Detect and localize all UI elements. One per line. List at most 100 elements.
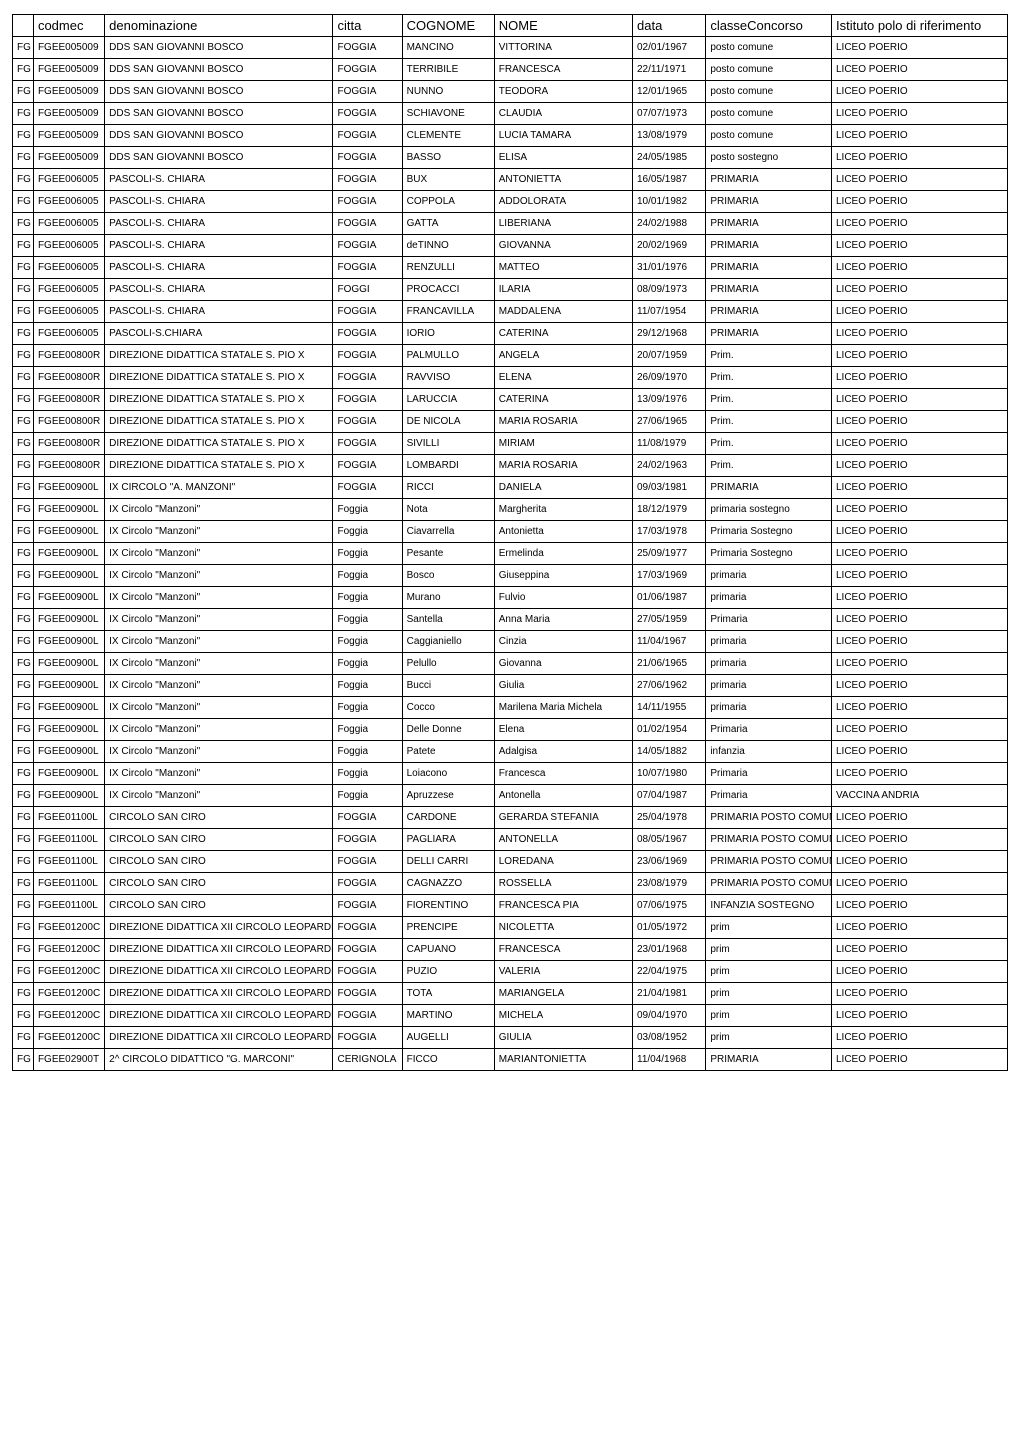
cell-data: 11/04/1968: [633, 1049, 706, 1071]
cell-citta: FOGGIA: [333, 235, 402, 257]
cell-denominazione: DDS SAN GIOVANNI BOSCO: [105, 59, 333, 81]
cell-cognome: IORIO: [402, 323, 494, 345]
cell-classeConcorso: PRIMARIA: [706, 279, 832, 301]
cell-nome: MARIANGELA: [494, 983, 632, 1005]
cell-classeConcorso: Primaria Sostegno: [706, 521, 832, 543]
cell-denominazione: DIREZIONE DIDATTICA XII CIRCOLO LEOPARDI: [105, 983, 333, 1005]
col-pv: [13, 15, 34, 37]
cell-pv: FG: [13, 521, 34, 543]
cell-classeConcorso: Prim.: [706, 389, 832, 411]
cell-pv: FG: [13, 81, 34, 103]
cell-istituto: LICEO POERIO: [831, 345, 1007, 367]
cell-classeConcorso: PRIMARIA: [706, 323, 832, 345]
cell-classeConcorso: Prim.: [706, 411, 832, 433]
cell-istituto: LICEO POERIO: [831, 1005, 1007, 1027]
cell-pv: FG: [13, 829, 34, 851]
cell-citta: FOGGIA: [333, 433, 402, 455]
cell-codmec: FGEE01200C: [33, 1027, 104, 1049]
cell-citta: Foggia: [333, 565, 402, 587]
cell-citta: FOGGIA: [333, 1005, 402, 1027]
cell-codmec: FGEE01100L: [33, 873, 104, 895]
cell-istituto: LICEO POERIO: [831, 961, 1007, 983]
cell-istituto: LICEO POERIO: [831, 367, 1007, 389]
cell-nome: Giuseppina: [494, 565, 632, 587]
cell-citta: Foggia: [333, 631, 402, 653]
table-row: FGFGEE01200CDIREZIONE DIDATTICA XII CIRC…: [13, 917, 1008, 939]
cell-denominazione: PASCOLI-S. CHIARA: [105, 301, 333, 323]
cell-classeConcorso: PRIMARIA: [706, 213, 832, 235]
cell-data: 23/08/1979: [633, 873, 706, 895]
cell-nome: ELISA: [494, 147, 632, 169]
cell-nome: ANTONELLA: [494, 829, 632, 851]
cell-denominazione: PASCOLI-S. CHIARA: [105, 213, 333, 235]
cell-nome: MARIA ROSARIA: [494, 411, 632, 433]
cell-cognome: Patete: [402, 741, 494, 763]
table-row: FGFGEE005009DDS SAN GIOVANNI BOSCOFOGGIA…: [13, 147, 1008, 169]
table-row: FGFGEE00900LIX Circolo "Manzoni"FoggiaBo…: [13, 565, 1008, 587]
cell-cognome: CAPUANO: [402, 939, 494, 961]
cell-classeConcorso: Primaria Sostegno: [706, 543, 832, 565]
cell-pv: FG: [13, 191, 34, 213]
cell-nome: FRANCESCA: [494, 59, 632, 81]
col-data: data: [633, 15, 706, 37]
table-row: FGFGEE00900LIX Circolo "Manzoni"FoggiaCo…: [13, 697, 1008, 719]
cell-denominazione: DDS SAN GIOVANNI BOSCO: [105, 37, 333, 59]
cell-citta: FOGGIA: [333, 829, 402, 851]
cell-classeConcorso: prim: [706, 961, 832, 983]
cell-denominazione: PASCOLI-S. CHIARA: [105, 279, 333, 301]
cell-nome: ADDOLORATA: [494, 191, 632, 213]
cell-data: 07/07/1973: [633, 103, 706, 125]
cell-codmec: FGEE006005: [33, 191, 104, 213]
cell-pv: FG: [13, 235, 34, 257]
cell-codmec: FGEE01200C: [33, 917, 104, 939]
cell-citta: Foggia: [333, 741, 402, 763]
cell-codmec: FGEE00900L: [33, 763, 104, 785]
cell-classeConcorso: primaria: [706, 587, 832, 609]
cell-pv: FG: [13, 873, 34, 895]
table-row: FGFGEE00900LIX Circolo "Manzoni"FoggiaPe…: [13, 543, 1008, 565]
cell-pv: FG: [13, 675, 34, 697]
cell-denominazione: CIRCOLO SAN CIRO: [105, 829, 333, 851]
cell-classeConcorso: infanzia: [706, 741, 832, 763]
cell-nome: NICOLETTA: [494, 917, 632, 939]
cell-cognome: LARUCCIA: [402, 389, 494, 411]
cell-cognome: Cocco: [402, 697, 494, 719]
cell-denominazione: PASCOLI-S.CHIARA: [105, 323, 333, 345]
cell-citta: FOGGIA: [333, 917, 402, 939]
table-row: FGFGEE01100LCIRCOLO SAN CIROFOGGIADELLI …: [13, 851, 1008, 873]
cell-cognome: COPPOLA: [402, 191, 494, 213]
cell-data: 17/03/1969: [633, 565, 706, 587]
cell-data: 27/06/1962: [633, 675, 706, 697]
table-row: FGFGEE006005PASCOLI-S. CHIARAFOGGIARENZU…: [13, 257, 1008, 279]
cell-classeConcorso: Primaria: [706, 785, 832, 807]
cell-cognome: Delle Donne: [402, 719, 494, 741]
cell-pv: FG: [13, 433, 34, 455]
cell-pv: FG: [13, 257, 34, 279]
cell-denominazione: DIREZIONE DIDATTICA XII CIRCOLO LEOPARDI: [105, 1027, 333, 1049]
cell-data: 02/01/1967: [633, 37, 706, 59]
cell-codmec: FGEE00900L: [33, 785, 104, 807]
cell-citta: FOGGIA: [333, 169, 402, 191]
cell-nome: Adalgisa: [494, 741, 632, 763]
cell-cognome: Pesante: [402, 543, 494, 565]
cell-codmec: FGEE00800R: [33, 455, 104, 477]
cell-classeConcorso: primaria sostegno: [706, 499, 832, 521]
cell-istituto: LICEO POERIO: [831, 565, 1007, 587]
cell-citta: FOGGIA: [333, 103, 402, 125]
cell-nome: DANIELA: [494, 477, 632, 499]
cell-denominazione: IX Circolo "Manzoni": [105, 697, 333, 719]
cell-denominazione: IX CIRCOLO "A. MANZONI": [105, 477, 333, 499]
cell-denominazione: DIREZIONE DIDATTICA XII CIRCOLO LEOPARDI: [105, 1005, 333, 1027]
col-nome: NOME: [494, 15, 632, 37]
cell-data: 25/09/1977: [633, 543, 706, 565]
cell-classeConcorso: PRIMARIA POSTO COMUNE: [706, 807, 832, 829]
cell-citta: FOGGIA: [333, 345, 402, 367]
cell-istituto: LICEO POERIO: [831, 455, 1007, 477]
cell-istituto: LICEO POERIO: [831, 477, 1007, 499]
cell-istituto: LICEO POERIO: [831, 675, 1007, 697]
cell-codmec: FGEE01200C: [33, 939, 104, 961]
cell-citta: FOGGIA: [333, 213, 402, 235]
table-row: FGFGEE005009DDS SAN GIOVANNI BOSCOFOGGIA…: [13, 103, 1008, 125]
cell-cognome: PUZIO: [402, 961, 494, 983]
cell-nome: GIULIA: [494, 1027, 632, 1049]
